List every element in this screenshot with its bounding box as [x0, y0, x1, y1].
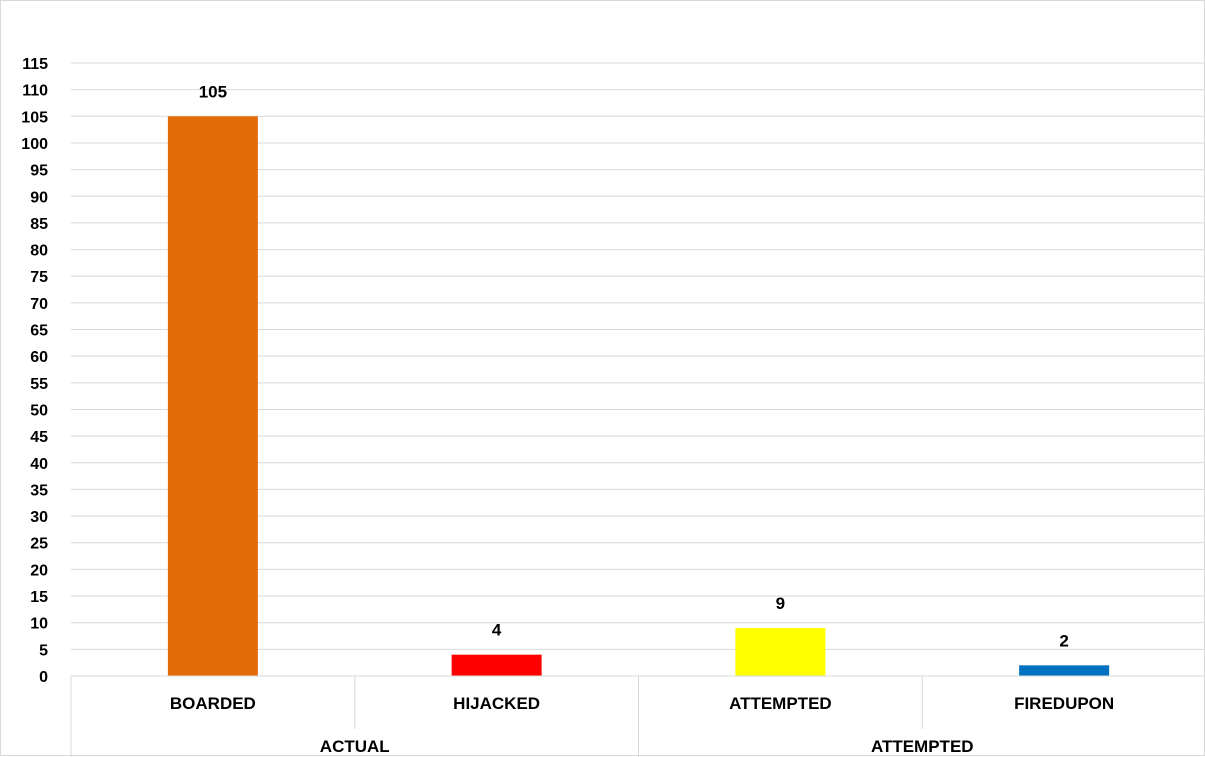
- category-label: HIJACKED: [453, 694, 540, 713]
- group-label: ATTEMPTED: [871, 737, 974, 756]
- data-label: 4: [492, 621, 502, 640]
- category-label: BOARDED: [170, 694, 256, 713]
- bar-firedupon: [1019, 665, 1110, 676]
- y-tick-label: 70: [30, 296, 48, 313]
- data-labels: 105 4 9 2: [199, 82, 1069, 650]
- y-tick-label: 115: [22, 56, 48, 73]
- data-label: 105: [199, 82, 227, 101]
- bars: [167, 116, 1110, 677]
- x-axis: [70, 675, 1205, 757]
- category-label: FIREDUPON: [1014, 694, 1114, 713]
- group-labels: ACTUAL ATTEMPTED: [320, 737, 974, 756]
- y-tick-label: 15: [30, 589, 48, 606]
- y-tick-label: 0: [39, 669, 48, 686]
- y-tick-label: 60: [30, 349, 48, 366]
- data-label: 9: [776, 594, 785, 613]
- y-tick-label: 75: [30, 269, 48, 286]
- y-tick-label: 20: [30, 562, 48, 579]
- y-tick-label: 95: [30, 163, 48, 180]
- y-tick-label: 35: [30, 482, 48, 499]
- group-label: ACTUAL: [320, 737, 390, 756]
- bar-boarded: [167, 116, 258, 677]
- y-tick-label: 80: [30, 243, 48, 260]
- data-label: 2: [1059, 631, 1068, 650]
- y-tick-label: 110: [22, 83, 48, 100]
- y-tick-label: 65: [30, 323, 48, 340]
- y-tick-label: 55: [30, 376, 48, 393]
- y-tick-label: 45: [30, 429, 48, 446]
- y-tick-label: 10: [30, 616, 48, 633]
- y-tick-label: 40: [30, 456, 48, 473]
- category-label: ATTEMPTED: [729, 694, 832, 713]
- y-tick-label: 30: [30, 509, 48, 526]
- y-tick-label: 85: [30, 216, 48, 233]
- y-axis-tick-labels: 0 5 10 15 20 25 30 35 40 45 50 55 60 65 70 75 80 85 90 95 10…: [21, 56, 48, 686]
- y-tick-label: 105: [21, 109, 48, 126]
- bar-hijacked: [451, 654, 542, 676]
- y-tick-label: 100: [21, 136, 48, 153]
- category-labels: BOARDED HIJACKED ATTEMPTED FIREDUPON: [170, 694, 1114, 713]
- bar-attempted: [735, 628, 826, 676]
- y-tick-label: 90: [30, 189, 48, 206]
- gridlines: [71, 62, 1205, 650]
- y-tick-label: 5: [39, 642, 48, 659]
- y-tick-label: 25: [30, 536, 48, 553]
- y-tick-label: 50: [30, 402, 48, 419]
